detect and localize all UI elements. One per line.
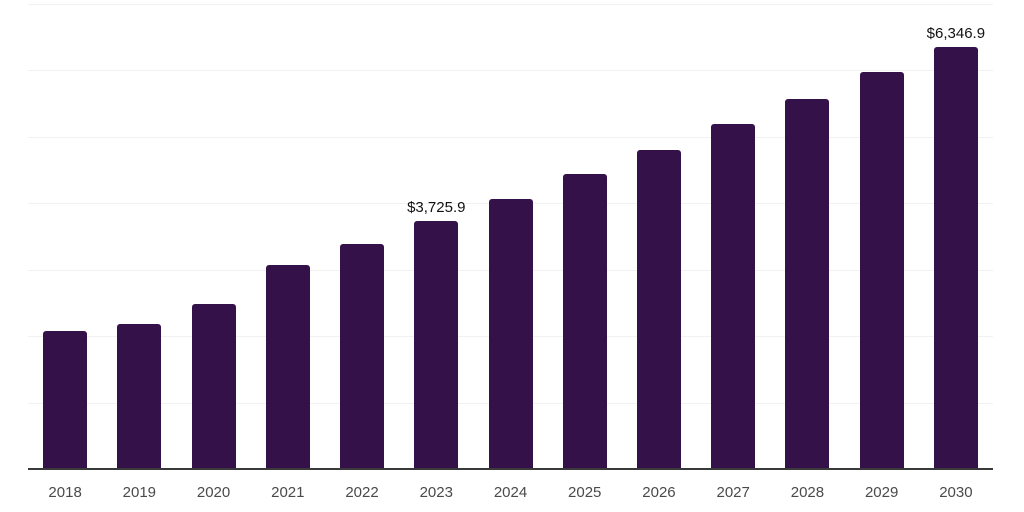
x-tick-label-2025: 2025 [568,484,602,501]
bar-2021 [265,264,310,469]
x-tick-label-2024: 2024 [493,484,528,501]
x-tick-label-2020: 2020 [196,484,231,501]
bar-2019 [117,324,162,469]
x-tick-label-2030: 2030 [939,484,973,501]
bar-2030 [933,47,978,469]
gridline-5000 [28,136,993,138]
bar-2029 [859,72,904,469]
x-tick-label-2021: 2021 [271,484,305,501]
bar-2025 [562,174,607,469]
bar-2027 [711,124,756,469]
x-tick-label-2023: 2023 [419,484,453,501]
x-tick-label-2022: 2022 [345,484,379,501]
x-axis-line [28,468,993,470]
gridline-7000 [28,4,993,5]
x-tick-label-2019: 2019 [122,484,157,501]
bar-2024 [488,199,533,469]
x-tick-label-2029: 2029 [864,484,899,501]
bar-2028 [785,99,830,469]
bar-2023 [414,221,459,469]
bar-2022 [340,243,385,469]
bar-2018 [43,331,88,469]
x-tick-label-2018: 2018 [48,484,82,501]
value-label-2023: $3,725.9 [407,199,466,217]
bar-2026 [636,150,681,469]
x-tick-label-2028: 2028 [790,484,825,501]
value-label-2030: $6,346.9 [926,25,986,43]
x-tick-label-2027: 2027 [716,484,750,501]
x-tick-label-2026: 2026 [642,484,676,501]
bar-2020 [191,304,236,469]
gridline-6000 [28,70,993,72]
